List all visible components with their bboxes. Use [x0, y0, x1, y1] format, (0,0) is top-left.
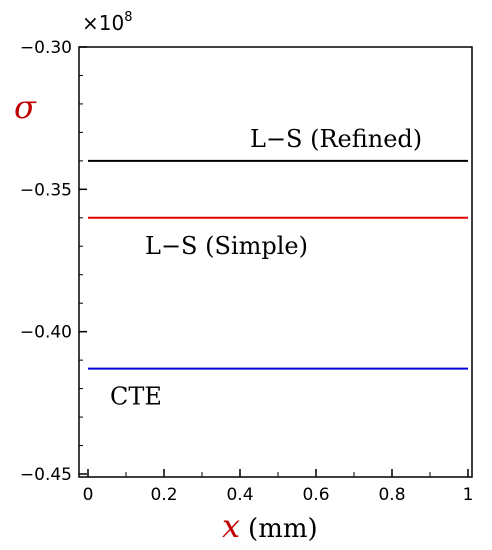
y-tick-label: −0.45 [20, 465, 72, 485]
series-label: L−S (Refined) [250, 125, 422, 153]
x-tick-label: 0.6 [302, 485, 329, 505]
axis-multiplier: ×108 [82, 10, 133, 35]
y-tick-label: −0.30 [20, 38, 72, 58]
x-axis: 0 0.2 0.4 0.6 0.8 1 [83, 469, 474, 505]
y-tick-label: −0.35 [20, 180, 72, 200]
x-tick-label: 1 [463, 485, 474, 505]
x-tick-label: 0.4 [226, 485, 253, 505]
x-axis-unit: (mm) [248, 514, 318, 544]
x-tick-label: 0 [83, 485, 94, 505]
x-tick-label: 0.2 [150, 485, 177, 505]
x-axis-label: x (mm) [222, 507, 318, 545]
series-label: CTE [110, 383, 162, 411]
x-axis-symbol: x [222, 507, 240, 545]
y-axis-label: σ [14, 88, 37, 126]
y-axis: −0.30 −0.35 −0.40 −0.45 [20, 38, 87, 485]
series-labels: L−S (Refined) L−S (Simple) CTE [110, 125, 422, 411]
series-lines [88, 159, 468, 370]
x-tick-label: 0.8 [378, 485, 405, 505]
series-label: L−S (Simple) [145, 232, 308, 260]
plot-frame [78, 46, 473, 478]
y-tick-label: −0.40 [20, 323, 72, 343]
